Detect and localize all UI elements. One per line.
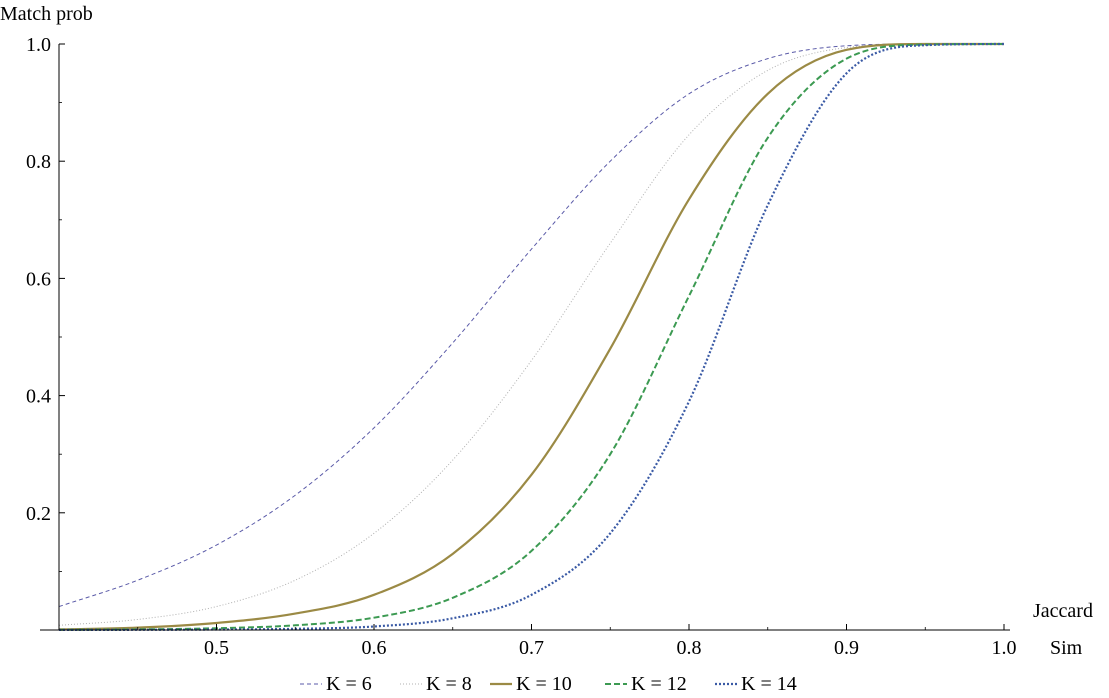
y-axis-label: Match prob bbox=[0, 3, 93, 25]
legend-label-k-12: K = 12 bbox=[631, 673, 687, 695]
x-tick-label: 0.5 bbox=[204, 637, 229, 659]
series-line-k-8 bbox=[58, 43, 1004, 626]
x-tick-label: 1.0 bbox=[992, 637, 1017, 659]
legend-label-k-14: K = 14 bbox=[741, 673, 797, 695]
legend: K = 6 K = 8 K = 10 K = 12 K = 14 bbox=[300, 673, 797, 695]
y-tick-label: 0.6 bbox=[26, 268, 51, 290]
legend-label-k-6: K = 6 bbox=[326, 673, 372, 695]
series-line-k-12 bbox=[58, 43, 1005, 631]
y-ticks: 0.2 0.4 0.6 0.8 1.0 bbox=[26, 34, 65, 572]
x-tick-label: 0.7 bbox=[519, 637, 544, 659]
legend-label-k-8: K = 8 bbox=[426, 673, 472, 695]
legend-label-k-10: K = 10 bbox=[516, 673, 572, 695]
y-tick-label: 1.0 bbox=[26, 34, 51, 56]
axes bbox=[40, 44, 1010, 631]
x-ticks: 0.5 0.6 0.7 0.8 0.9 1.0 bbox=[137, 624, 1017, 659]
x-axis-label-line-1: Jaccard bbox=[1033, 600, 1093, 622]
y-tick-label: 0.2 bbox=[26, 503, 51, 525]
plot-curves bbox=[58, 42, 1005, 632]
series-line-k-14 bbox=[58, 42, 1005, 632]
series-line-k-10 bbox=[58, 42, 1004, 631]
x-tick-label: 0.9 bbox=[834, 637, 859, 659]
series-line-k-6 bbox=[58, 43, 1004, 608]
y-tick-label: 0.4 bbox=[26, 386, 51, 408]
y-tick-label: 0.8 bbox=[26, 151, 51, 173]
x-tick-label: 0.8 bbox=[677, 637, 702, 659]
x-axis-label-line-2: Sim bbox=[1050, 637, 1083, 659]
x-tick-label: 0.6 bbox=[362, 637, 387, 659]
